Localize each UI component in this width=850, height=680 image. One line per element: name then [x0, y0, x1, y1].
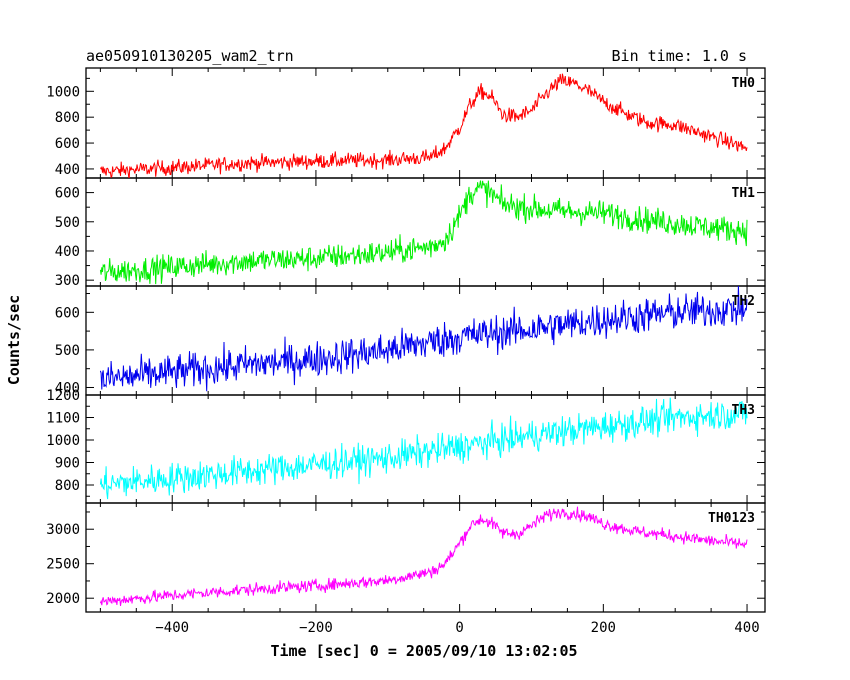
y-tick-label-th0: 600 [55, 136, 80, 152]
y-tick-label-th3: 1000 [46, 433, 80, 449]
y-tick-label-th2: 500 [55, 343, 80, 359]
x-tick-label: −400 [155, 620, 189, 636]
y-tick-label-th3: 1200 [46, 388, 80, 404]
y-tick-label-th0123: 2000 [46, 591, 80, 607]
x-tick-label: −200 [299, 620, 333, 636]
chart-title: ae050910130205_wam2_trn [86, 47, 294, 65]
y-tick-label-th0123: 3000 [46, 522, 80, 538]
series-th0-trace [99, 73, 748, 178]
series-th0123-trace [99, 506, 748, 606]
y-tick-label-th0: 400 [55, 162, 80, 178]
series-th3-trace [99, 397, 748, 500]
panel-frame-th0123 [85, 502, 766, 613]
y-axis-label: Counts/sec [5, 295, 23, 385]
x-axis-label: Time [sec] 0 = 2005/09/10 13:02:05 [270, 642, 577, 660]
y-tick-label-th0123: 2500 [46, 557, 80, 573]
y-tick-label-th3: 1100 [46, 411, 80, 427]
y-tick-label-th0: 800 [55, 110, 80, 126]
y-tick-label-th1: 600 [55, 186, 80, 202]
y-tick-label-th1: 500 [55, 215, 80, 231]
panel-label-th1: TH1 [732, 186, 756, 201]
y-tick-label-th2: 600 [55, 305, 80, 321]
series-th2-trace [99, 286, 748, 392]
panel-label-th3: TH3 [732, 403, 755, 418]
panel-frame-th1 [85, 177, 766, 287]
y-tick-label-th1: 300 [55, 273, 80, 289]
x-tick-label: 200 [591, 620, 616, 636]
bin-time-label: Bin time: 1.0 s [612, 47, 747, 65]
x-tick-label: 0 [455, 620, 463, 636]
y-tick-label-th3: 900 [55, 456, 80, 472]
panel-label-th2: TH2 [732, 294, 755, 309]
y-tick-label-th1: 400 [55, 244, 80, 260]
y-tick-label-th2: 400 [55, 380, 80, 396]
panel-label-th0: TH0 [732, 76, 756, 91]
series-th1-trace [99, 180, 748, 285]
panel-label-th0123: TH0123 [708, 511, 755, 526]
x-tick-label: 400 [734, 620, 759, 636]
y-tick-label-th3: 800 [55, 478, 80, 494]
y-tick-label-th0: 1000 [46, 84, 80, 100]
